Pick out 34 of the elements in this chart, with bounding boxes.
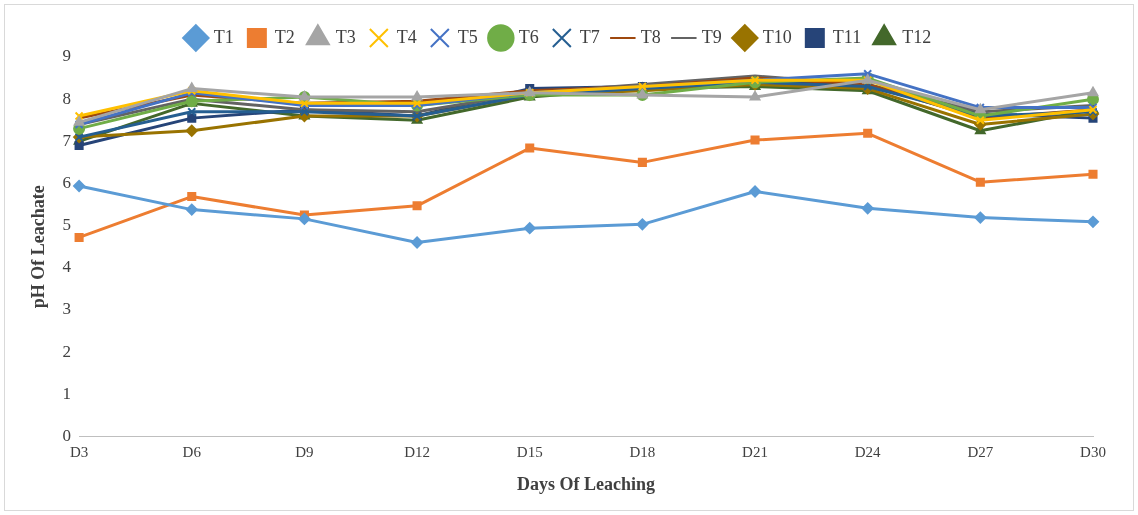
y-tick-label: 2 — [62, 341, 72, 361]
x-tick-label: D21 — [742, 444, 768, 461]
x-tick-label: D9 — [295, 444, 314, 461]
legend-label: T1 — [213, 26, 234, 47]
x-tick-label: D12 — [404, 444, 430, 461]
x-tick-label: D27 — [967, 444, 994, 461]
x-axis-title: Days Of Leaching — [517, 473, 656, 494]
y-tick-label: 3 — [62, 299, 72, 319]
y-tick-label: 6 — [62, 172, 72, 192]
legend-label: T11 — [832, 26, 862, 47]
legend-label: T5 — [457, 26, 478, 47]
y-axis-title: pH Of Leachate — [28, 185, 49, 309]
y-tick-label: 9 — [62, 46, 72, 66]
legend-label: T7 — [579, 26, 600, 47]
legend-label: T9 — [701, 26, 722, 47]
y-tick-label: 4 — [62, 257, 72, 277]
y-tick-label: 1 — [62, 383, 72, 403]
legend-label: T3 — [335, 26, 356, 47]
y-tick-label: 0 — [62, 425, 72, 445]
x-tick-label: D30 — [1080, 444, 1106, 461]
legend-label: T2 — [274, 26, 295, 47]
y-tick-label: 5 — [62, 215, 72, 235]
x-tick-label: D3 — [69, 444, 89, 461]
legend-label: T8 — [640, 26, 661, 47]
x-tick-label: D24 — [854, 444, 882, 461]
y-tick-label: 8 — [62, 88, 72, 108]
x-tick-label: D6 — [182, 444, 202, 461]
legend-label: T6 — [518, 26, 539, 47]
x-tick-label: D15 — [516, 444, 543, 461]
y-tick-label: 7 — [62, 130, 72, 150]
legend-label: T4 — [396, 26, 417, 47]
legend-label: T10 — [762, 26, 792, 47]
legend-label: T12 — [902, 26, 932, 47]
x-tick-label: D18 — [629, 444, 656, 461]
